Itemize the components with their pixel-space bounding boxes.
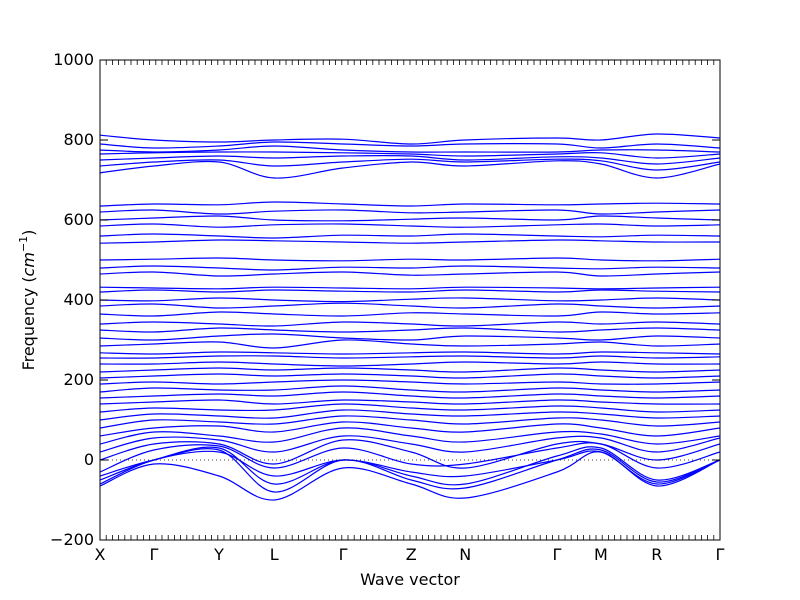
band-series-28: [100, 297, 720, 303]
band-series-46: [100, 133, 720, 145]
band-series-20: [100, 355, 720, 359]
y-axis-title-prefix: Frequency (: [19, 276, 38, 370]
band-series-24: [100, 327, 720, 333]
band-series-42: [100, 155, 720, 165]
band-series-41: [100, 158, 720, 171]
band-series-22: [100, 339, 720, 349]
band-series-36: [100, 223, 720, 228]
band-series-33: [100, 257, 720, 262]
band-series-8: [100, 427, 720, 445]
band-series-23: [100, 333, 720, 341]
y-axis-title-unit: cm: [19, 252, 38, 276]
y-tick-label: 600: [63, 210, 94, 229]
x-tick-label: L: [270, 545, 279, 564]
band-series-25: [100, 321, 720, 327]
x-tick-label: Γ: [339, 545, 348, 564]
band-series-18: [100, 367, 720, 373]
plot-frame: [99, 59, 721, 541]
band-series-10: [100, 415, 720, 429]
minor-tick-group: [99, 60, 721, 540]
band-series-40: [100, 160, 720, 179]
x-tick-label: Y: [213, 545, 224, 564]
x-tick-label: Γ: [716, 545, 725, 564]
band-series-13: [100, 399, 720, 405]
band-series-43: [100, 151, 720, 159]
band-series-32: [100, 265, 720, 271]
band-series-26: [100, 311, 720, 317]
band-series-12: [100, 403, 720, 413]
band-series-35: [100, 233, 720, 239]
band-series-27: [100, 302, 720, 309]
x-tick-label: N: [459, 545, 471, 564]
band-series-19: [100, 361, 720, 367]
series-group: [100, 133, 720, 501]
band-series-9: [100, 421, 720, 437]
band-series-44: [100, 145, 720, 153]
band-series-30: [100, 286, 720, 290]
band-series-29: [100, 289, 720, 293]
band-series-4: [100, 446, 720, 486]
x-tick-label: Z: [406, 545, 417, 564]
y-axis-title-exponent: −1: [17, 236, 30, 252]
band-series-45: [100, 141, 720, 149]
band-series-5: [100, 442, 720, 473]
band-series-38: [100, 209, 720, 215]
x-tick-label: Γ: [552, 545, 561, 564]
band-series-3: [100, 448, 720, 493]
y-tick-label: 400: [63, 290, 94, 309]
y-tick-label: 800: [63, 130, 94, 149]
x-tick-label: M: [594, 545, 608, 564]
band-series-2: [100, 451, 720, 501]
x-axis-title: Wave vector: [360, 570, 460, 589]
band-series-11: [100, 409, 720, 421]
band-series-16: [100, 379, 720, 385]
y-tick-label: 200: [63, 370, 94, 389]
y-tick-label: −200: [50, 530, 94, 549]
band-series-37: [100, 215, 720, 222]
y-axis-title: Frequency (cm−1): [17, 230, 38, 371]
y-axis-title-suffix: ): [19, 230, 38, 236]
band-series-6: [100, 439, 720, 469]
band-series-34: [100, 239, 720, 244]
y-tick-label: 1000: [53, 50, 94, 69]
band-series-14: [100, 391, 720, 399]
band-series-15: [100, 385, 720, 393]
band-series-17: [100, 373, 720, 379]
band-series-7: [100, 435, 720, 453]
band-series-31: [100, 271, 720, 277]
x-tick-label: R: [651, 545, 662, 564]
y-tick-label: 0: [84, 450, 94, 469]
band-series-39: [100, 201, 720, 207]
x-tick-label: Γ: [149, 545, 158, 564]
x-tick-label: X: [95, 545, 106, 564]
band-series-21: [100, 351, 720, 355]
